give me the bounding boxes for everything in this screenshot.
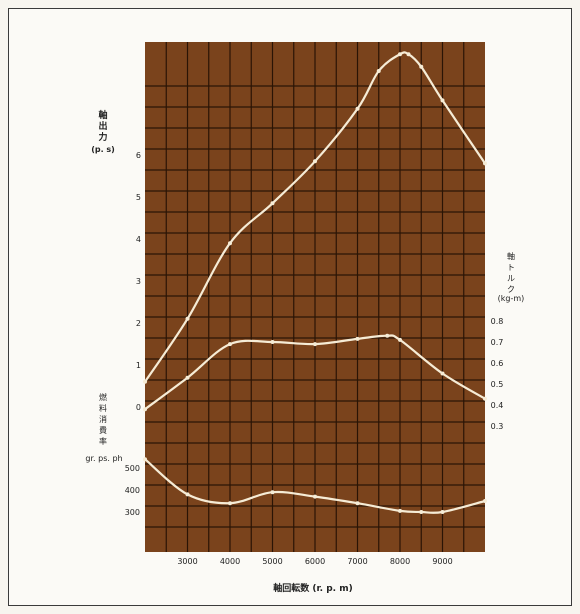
power-point	[228, 241, 232, 246]
power-point	[406, 52, 411, 57]
torque-point	[398, 337, 402, 342]
power-axis-label: 軸	[98, 109, 107, 121]
torque-axis-unit: (kg-m)	[498, 294, 525, 303]
torque-curve	[144, 334, 486, 411]
x-tick-label: 8000	[390, 557, 410, 566]
x-tick-label: 3000	[177, 557, 197, 566]
fuel-axis-label: 消	[99, 414, 107, 424]
torque-tick-label: 0.7	[491, 338, 504, 347]
fuel-point	[398, 508, 402, 513]
fuel-axis-label: 率	[99, 436, 107, 446]
torque-axis-label: ル	[507, 274, 515, 283]
x-tick-label: 9000	[432, 557, 452, 566]
power-point	[419, 64, 424, 69]
power-tick-label: 6	[136, 151, 141, 160]
power-tick-label: 2	[136, 319, 141, 328]
torque-point	[385, 333, 390, 338]
power-axis-label: 力	[98, 131, 107, 143]
power-tick-label: 1	[136, 361, 141, 370]
power-point	[440, 98, 445, 103]
power-point	[143, 379, 147, 384]
torque-tick-label: 0.3	[491, 422, 504, 431]
power-tick-label: 0	[136, 403, 141, 412]
torque-axis-label: ト	[507, 263, 515, 272]
torque-point	[313, 342, 317, 347]
torque-axis-label: ク	[507, 285, 515, 294]
fuel-point	[419, 510, 424, 514]
torque-axis-label: 軸	[507, 251, 515, 261]
fuel-curve	[144, 458, 486, 514]
torque-point	[228, 342, 232, 347]
fuel-tick-label: 400	[125, 486, 140, 495]
fuel-point	[228, 501, 232, 506]
fuel-point	[355, 501, 360, 506]
power-point	[355, 106, 360, 111]
x-tick-label: 6000	[305, 557, 325, 566]
power-tick-label: 5	[136, 193, 141, 202]
x-tick-label: 7000	[347, 557, 367, 566]
torque-point	[355, 336, 360, 341]
torque-tick-label: 0.6	[491, 359, 504, 368]
fuel-point	[185, 492, 190, 497]
fuel-axis-unit: gr. ps. ph	[85, 454, 122, 463]
power-point	[313, 159, 317, 164]
power-point	[185, 316, 190, 321]
fuel-axis-label: 料	[99, 403, 107, 413]
torque-point	[483, 396, 487, 401]
x-tick-label: 5000	[262, 557, 282, 566]
fuel-point	[143, 457, 147, 462]
torque-point	[143, 407, 147, 412]
fuel-tick-label: 300	[125, 508, 140, 517]
power-axis-label: 出	[98, 120, 107, 132]
power-point	[398, 52, 402, 57]
power-point	[270, 201, 275, 206]
torque-tick-label: 0.8	[491, 317, 504, 326]
power-tick-label: 3	[136, 277, 141, 286]
torque-tick-label: 0.5	[491, 380, 504, 389]
power-point	[376, 69, 381, 73]
torque-point	[185, 375, 190, 380]
fuel-point	[270, 490, 275, 495]
fuel-point	[483, 499, 487, 503]
fuel-point	[313, 494, 317, 499]
torque-point	[440, 371, 445, 376]
fuel-tick-label: 500	[125, 464, 140, 473]
x-axis-title: 軸回転数 (r. p. m)	[273, 582, 352, 594]
fuel-point	[440, 510, 445, 514]
torque-tick-label: 0.4	[491, 401, 504, 410]
power-point	[483, 161, 487, 166]
fuel-axis-label: 費	[99, 425, 107, 435]
power-curve	[144, 51, 486, 383]
torque-point	[270, 340, 275, 344]
fuel-axis-label: 燃	[99, 392, 107, 402]
power-axis-unit: (p. s)	[91, 145, 115, 154]
power-tick-label: 4	[136, 235, 141, 244]
x-tick-label: 4000	[220, 557, 240, 566]
